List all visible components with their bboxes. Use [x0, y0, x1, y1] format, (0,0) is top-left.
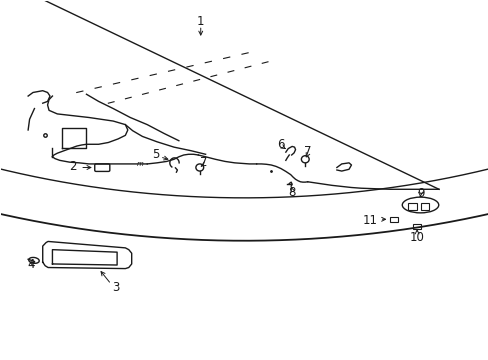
Text: 3: 3: [112, 282, 119, 294]
Text: 6: 6: [277, 138, 284, 151]
Text: 4: 4: [28, 258, 35, 271]
Text: 1: 1: [197, 14, 204, 27]
Bar: [407, 203, 416, 210]
Text: 2: 2: [69, 160, 77, 173]
Text: 7: 7: [304, 145, 311, 158]
Text: 5: 5: [152, 148, 160, 161]
Text: 10: 10: [409, 231, 424, 244]
Bar: [412, 224, 420, 229]
Bar: [389, 217, 397, 222]
Text: 7: 7: [200, 156, 207, 168]
Text: m: m: [136, 161, 143, 167]
Text: 8: 8: [288, 186, 295, 199]
Text: 11: 11: [362, 213, 377, 226]
Bar: [420, 203, 428, 210]
Text: 9: 9: [416, 187, 424, 200]
